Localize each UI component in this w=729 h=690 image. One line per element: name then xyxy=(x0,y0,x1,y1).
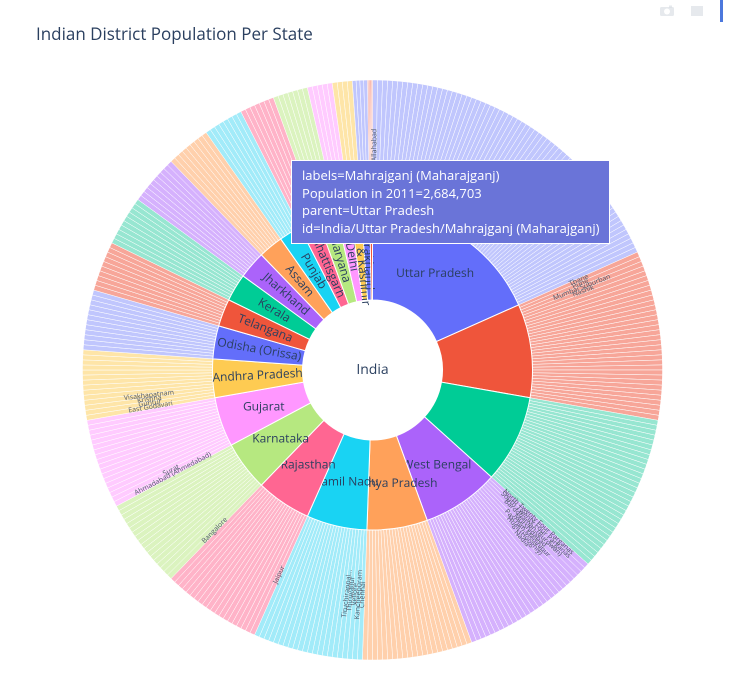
page-root: { "title": "Indian District Population P… xyxy=(0,0,729,690)
chart-label: Uttarakhand xyxy=(358,219,378,290)
plotly-logo-icon[interactable] xyxy=(720,0,723,22)
chart-label: Uttar Pradesh xyxy=(396,264,474,281)
chart-label: Gujarat xyxy=(242,398,284,415)
chart-label: Rajasthan xyxy=(280,456,335,473)
plotly-modebar xyxy=(656,0,723,22)
chart-label: Karnataka xyxy=(252,429,309,446)
page-title: Indian District Population Per State xyxy=(36,22,313,45)
download-icon[interactable] xyxy=(686,0,708,22)
chart-label: Allahabad xyxy=(370,129,379,162)
sunburst-chart[interactable]: Uttar PradeshAllahabadThanePuneMumbai Su… xyxy=(0,70,729,690)
camera-icon[interactable] xyxy=(656,0,678,22)
chart-label: West Bengal xyxy=(402,456,471,473)
chart-label: India xyxy=(356,360,388,379)
